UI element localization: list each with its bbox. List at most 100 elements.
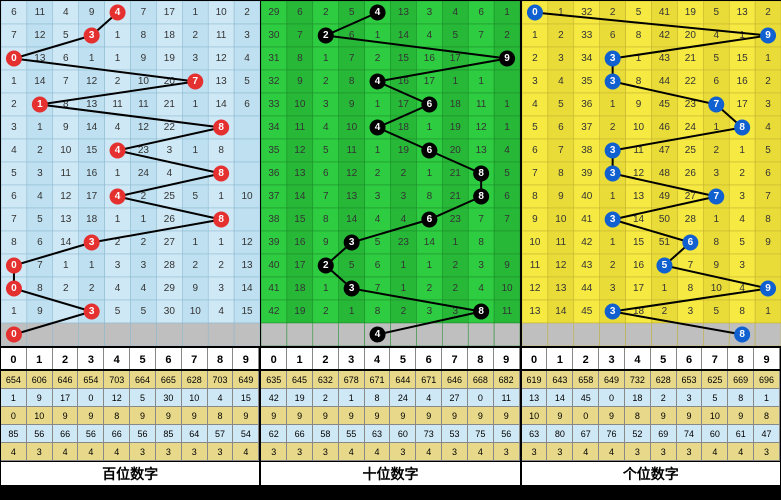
svg-text:14: 14 <box>295 191 307 202</box>
svg-text:5: 5 <box>505 168 511 179</box>
stat-row: 3344333443 <box>522 443 780 461</box>
svg-text:7: 7 <box>63 76 69 87</box>
svg-text:1: 1 <box>37 122 43 133</box>
svg-text:48: 48 <box>659 168 671 179</box>
stat-cell: 625 <box>702 371 728 389</box>
svg-text:1: 1 <box>453 237 459 248</box>
svg-text:39: 39 <box>269 237 281 248</box>
svg-text:26: 26 <box>684 168 696 179</box>
svg-text:11: 11 <box>295 122 306 133</box>
header-cell: 3 <box>599 348 625 369</box>
svg-text:9: 9 <box>558 191 564 202</box>
svg-text:13: 13 <box>398 7 410 18</box>
svg-text:13: 13 <box>736 7 748 18</box>
svg-text:7: 7 <box>532 168 538 179</box>
svg-text:5: 5 <box>349 260 355 271</box>
svg-text:25: 25 <box>684 145 696 156</box>
svg-text:28: 28 <box>684 214 696 225</box>
stat-row: 635645632678671644671646668682 <box>261 371 519 389</box>
svg-text:2: 2 <box>375 168 381 179</box>
stat-cell: 653 <box>677 371 703 389</box>
stat-cell: 61 <box>728 425 754 443</box>
panel-title: 百位数字 <box>1 461 259 485</box>
svg-text:42: 42 <box>659 30 671 41</box>
svg-text:10: 10 <box>190 306 202 317</box>
svg-text:5: 5 <box>739 237 745 248</box>
stat-row: 85566656665685645754 <box>1 425 259 443</box>
svg-text:5: 5 <box>713 53 719 64</box>
svg-text:16: 16 <box>424 53 436 64</box>
svg-text:16: 16 <box>633 260 645 271</box>
svg-text:2: 2 <box>610 122 616 133</box>
svg-text:47: 47 <box>659 145 671 156</box>
svg-text:2: 2 <box>244 7 250 18</box>
stat-cell: 60 <box>390 425 416 443</box>
svg-text:17: 17 <box>633 283 645 294</box>
svg-text:19: 19 <box>684 7 696 18</box>
header-cell: 0 <box>1 348 27 369</box>
svg-text:18: 18 <box>295 283 307 294</box>
svg-text:7: 7 <box>349 53 355 64</box>
header-cell: 5 <box>390 348 416 369</box>
stat-cell: 85 <box>156 425 182 443</box>
svg-text:1: 1 <box>505 122 511 133</box>
svg-text:14: 14 <box>60 237 72 248</box>
stat-cell: 3 <box>208 443 234 461</box>
header-cell: 2 <box>53 348 79 369</box>
svg-text:9: 9 <box>765 237 771 248</box>
svg-text:12: 12 <box>529 283 541 294</box>
svg-text:27: 27 <box>164 237 176 248</box>
svg-text:31: 31 <box>269 53 281 64</box>
stat-cell: 4 <box>53 443 79 461</box>
stat-cell: 3 <box>390 443 416 461</box>
header-cell: 9 <box>233 348 259 369</box>
svg-text:11: 11 <box>555 237 566 248</box>
stat-cell: 703 <box>104 371 130 389</box>
svg-text:44: 44 <box>581 283 593 294</box>
stat-cell: 8 <box>104 407 130 425</box>
svg-text:2: 2 <box>141 191 147 202</box>
stat-cell: 8 <box>625 407 651 425</box>
svg-text:2: 2 <box>765 76 771 87</box>
svg-text:3: 3 <box>218 283 224 294</box>
svg-text:2: 2 <box>453 260 459 271</box>
svg-text:9: 9 <box>89 7 95 18</box>
svg-text:2: 2 <box>532 53 538 64</box>
svg-text:1: 1 <box>115 214 121 225</box>
svg-text:18: 18 <box>164 30 176 41</box>
stat-cell: 63 <box>365 425 391 443</box>
svg-text:5: 5 <box>713 306 719 317</box>
svg-text:8: 8 <box>297 53 303 64</box>
stat-row: 421921824427011 <box>261 389 519 407</box>
svg-text:3: 3 <box>427 306 433 317</box>
stat-cell: 9 <box>182 407 208 425</box>
svg-text:8: 8 <box>635 30 641 41</box>
svg-text:8: 8 <box>141 30 147 41</box>
stat-cell: 66 <box>53 425 79 443</box>
svg-text:6: 6 <box>349 30 355 41</box>
svg-text:2: 2 <box>505 30 511 41</box>
svg-text:23: 23 <box>138 145 150 156</box>
stat-cell: 52 <box>625 425 651 443</box>
svg-text:4: 4 <box>167 168 173 179</box>
svg-text:12: 12 <box>346 168 358 179</box>
header-cell: 8 <box>208 348 234 369</box>
stat-cell: 3 <box>494 443 520 461</box>
svg-text:23: 23 <box>684 99 696 110</box>
stat-cell: 664 <box>130 371 156 389</box>
svg-text:1: 1 <box>115 168 121 179</box>
svg-text:35: 35 <box>581 76 593 87</box>
svg-text:18: 18 <box>398 122 410 133</box>
stat-cell: 658 <box>573 371 599 389</box>
svg-text:2: 2 <box>661 306 667 317</box>
svg-text:12: 12 <box>86 76 98 87</box>
stat-cell: 0 <box>468 389 494 407</box>
svg-text:1: 1 <box>192 145 198 156</box>
svg-text:4: 4 <box>218 306 224 317</box>
header-cell: 3 <box>78 348 104 369</box>
svg-text:15: 15 <box>398 53 410 64</box>
svg-text:7: 7 <box>505 214 511 225</box>
svg-text:8: 8 <box>218 145 224 156</box>
svg-text:17: 17 <box>295 260 307 271</box>
svg-text:5: 5 <box>635 7 641 18</box>
